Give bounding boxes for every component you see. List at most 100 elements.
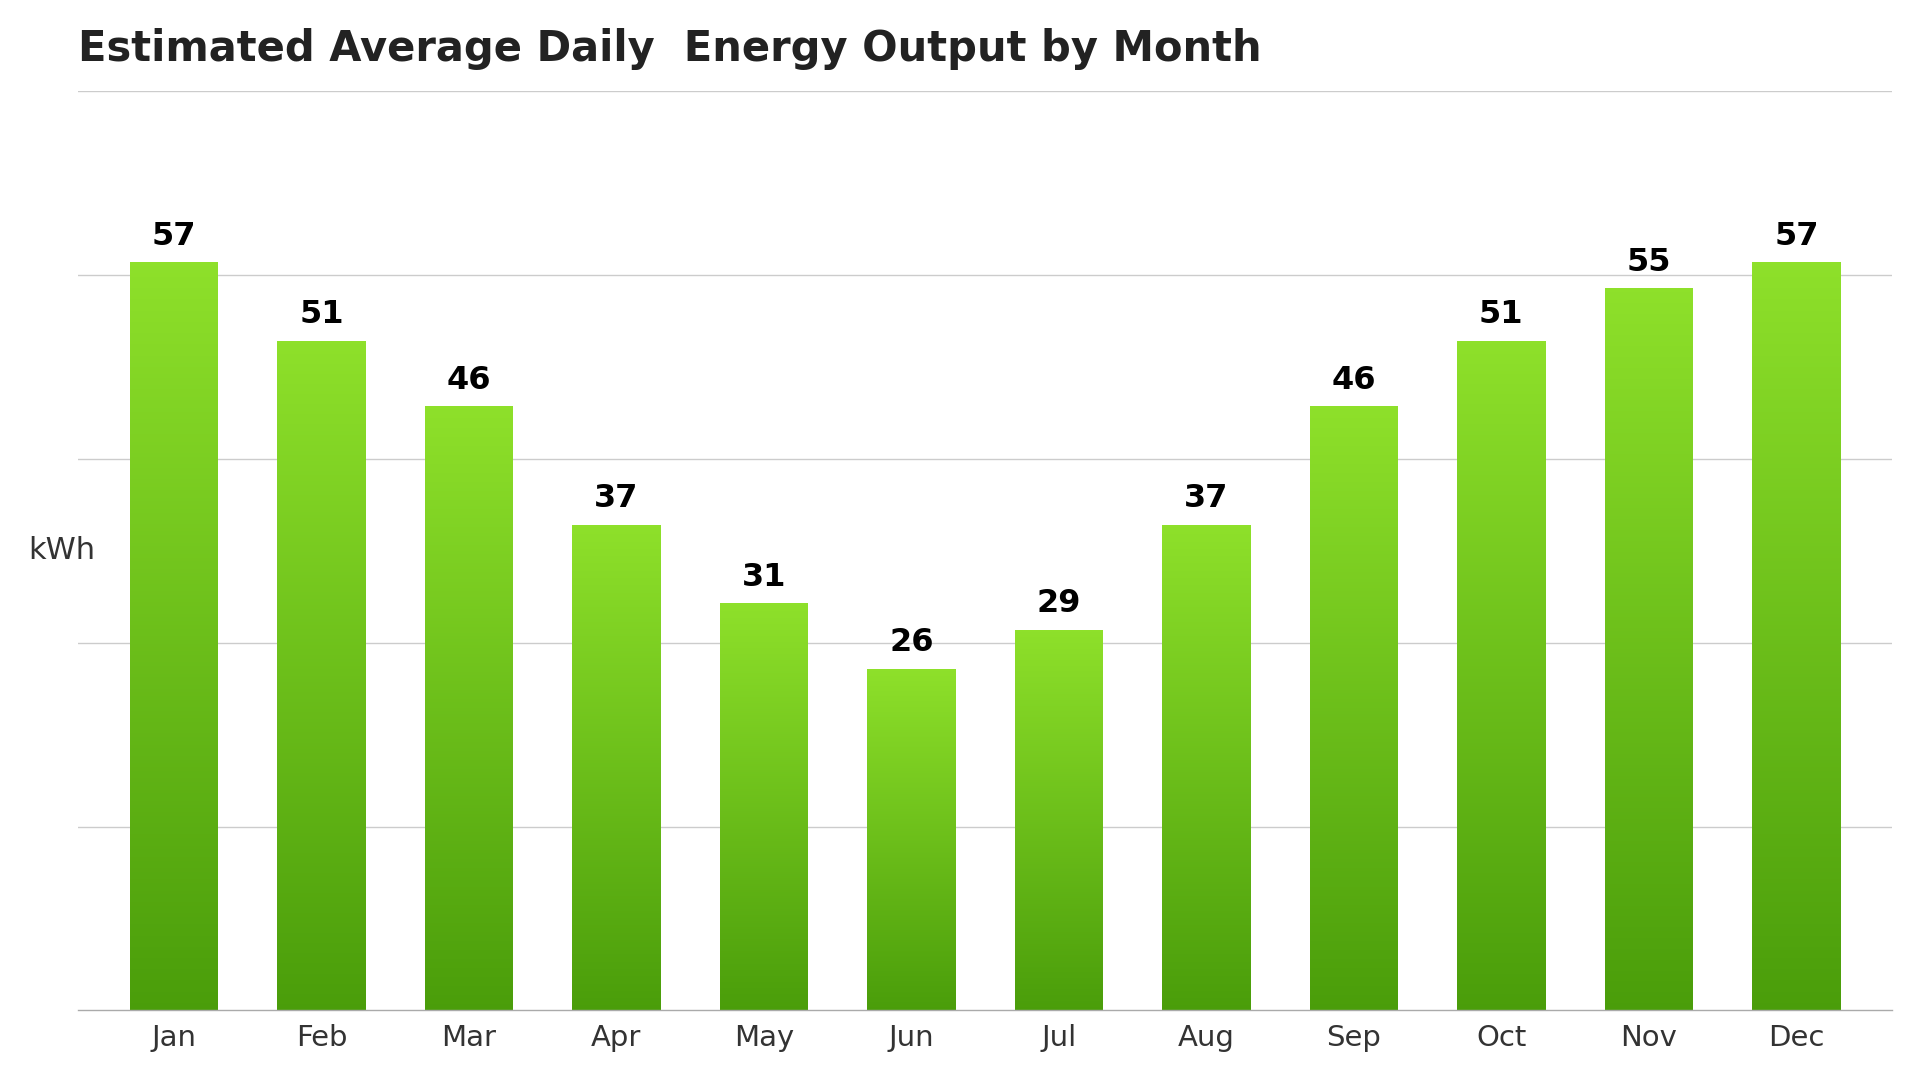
- Bar: [131, 483, 219, 486]
- Bar: [572, 943, 660, 945]
- Bar: [1753, 820, 1841, 823]
- Bar: [1753, 647, 1841, 651]
- Bar: [1162, 819, 1250, 821]
- Bar: [1309, 899, 1398, 902]
- Bar: [1309, 802, 1398, 805]
- Bar: [868, 918, 956, 920]
- Bar: [131, 460, 219, 464]
- Bar: [1014, 685, 1104, 687]
- Bar: [572, 937, 660, 940]
- Bar: [276, 643, 365, 646]
- Bar: [424, 772, 513, 774]
- Bar: [1753, 618, 1841, 621]
- Bar: [1457, 482, 1546, 485]
- Bar: [1014, 715, 1104, 717]
- Bar: [424, 693, 513, 697]
- Bar: [720, 846, 808, 848]
- Bar: [1309, 681, 1398, 685]
- Bar: [424, 534, 513, 537]
- Bar: [1605, 949, 1693, 953]
- Bar: [1753, 909, 1841, 913]
- Bar: [1457, 448, 1546, 451]
- Bar: [1605, 523, 1693, 527]
- Bar: [1162, 828, 1250, 831]
- Bar: [572, 819, 660, 821]
- Bar: [868, 800, 956, 802]
- Bar: [572, 556, 660, 558]
- Bar: [572, 622, 660, 624]
- Bar: [424, 636, 513, 639]
- Bar: [1309, 751, 1398, 754]
- Bar: [1605, 801, 1693, 805]
- Bar: [1457, 401, 1546, 404]
- Bar: [1162, 710, 1250, 712]
- Bar: [131, 647, 219, 651]
- Bar: [572, 838, 660, 840]
- Bar: [1014, 717, 1104, 719]
- Bar: [424, 796, 513, 799]
- Bar: [1162, 615, 1250, 617]
- Bar: [1162, 661, 1250, 663]
- Bar: [424, 584, 513, 588]
- Bar: [1309, 424, 1398, 428]
- Bar: [1309, 461, 1398, 463]
- Bar: [720, 966, 808, 968]
- Bar: [720, 832, 808, 834]
- Bar: [1753, 494, 1841, 498]
- Bar: [1309, 491, 1398, 494]
- Bar: [572, 729, 660, 731]
- Bar: [276, 672, 365, 676]
- Bar: [1605, 617, 1693, 620]
- Bar: [131, 307, 219, 311]
- Bar: [424, 594, 513, 596]
- Bar: [1309, 820, 1398, 823]
- Bar: [131, 940, 219, 943]
- Bar: [1309, 877, 1398, 880]
- Bar: [868, 697, 956, 698]
- Bar: [131, 924, 219, 928]
- Bar: [276, 375, 365, 378]
- Bar: [868, 811, 956, 812]
- Bar: [276, 622, 365, 625]
- Bar: [572, 945, 660, 947]
- Bar: [1014, 989, 1104, 991]
- Bar: [276, 468, 365, 471]
- Bar: [572, 928, 660, 930]
- Bar: [1605, 393, 1693, 396]
- Bar: [276, 679, 365, 683]
- Bar: [720, 671, 808, 673]
- Bar: [1309, 561, 1398, 564]
- Bar: [1014, 1009, 1104, 1010]
- Bar: [1457, 829, 1546, 833]
- Bar: [1605, 675, 1693, 678]
- Bar: [131, 692, 219, 696]
- Bar: [1457, 909, 1546, 914]
- Bar: [424, 977, 513, 981]
- Bar: [131, 288, 219, 292]
- Bar: [1457, 595, 1546, 598]
- Bar: [572, 920, 660, 923]
- Bar: [276, 482, 365, 485]
- Bar: [1162, 719, 1250, 721]
- Bar: [1014, 932, 1104, 934]
- Bar: [572, 877, 660, 879]
- Bar: [572, 603, 660, 605]
- Bar: [131, 457, 219, 460]
- Bar: [1605, 956, 1693, 960]
- Bar: [1753, 730, 1841, 733]
- Bar: [1309, 451, 1398, 455]
- Bar: [868, 685, 956, 686]
- Bar: [868, 859, 956, 860]
- Bar: [1457, 833, 1546, 836]
- Bar: [1753, 902, 1841, 905]
- Bar: [424, 700, 513, 702]
- Bar: [424, 838, 513, 841]
- Bar: [1753, 528, 1841, 531]
- Bar: [1753, 838, 1841, 842]
- Bar: [720, 858, 808, 860]
- Bar: [131, 868, 219, 872]
- Bar: [1309, 554, 1398, 557]
- Bar: [572, 799, 660, 801]
- Bar: [572, 663, 660, 665]
- Bar: [868, 988, 956, 990]
